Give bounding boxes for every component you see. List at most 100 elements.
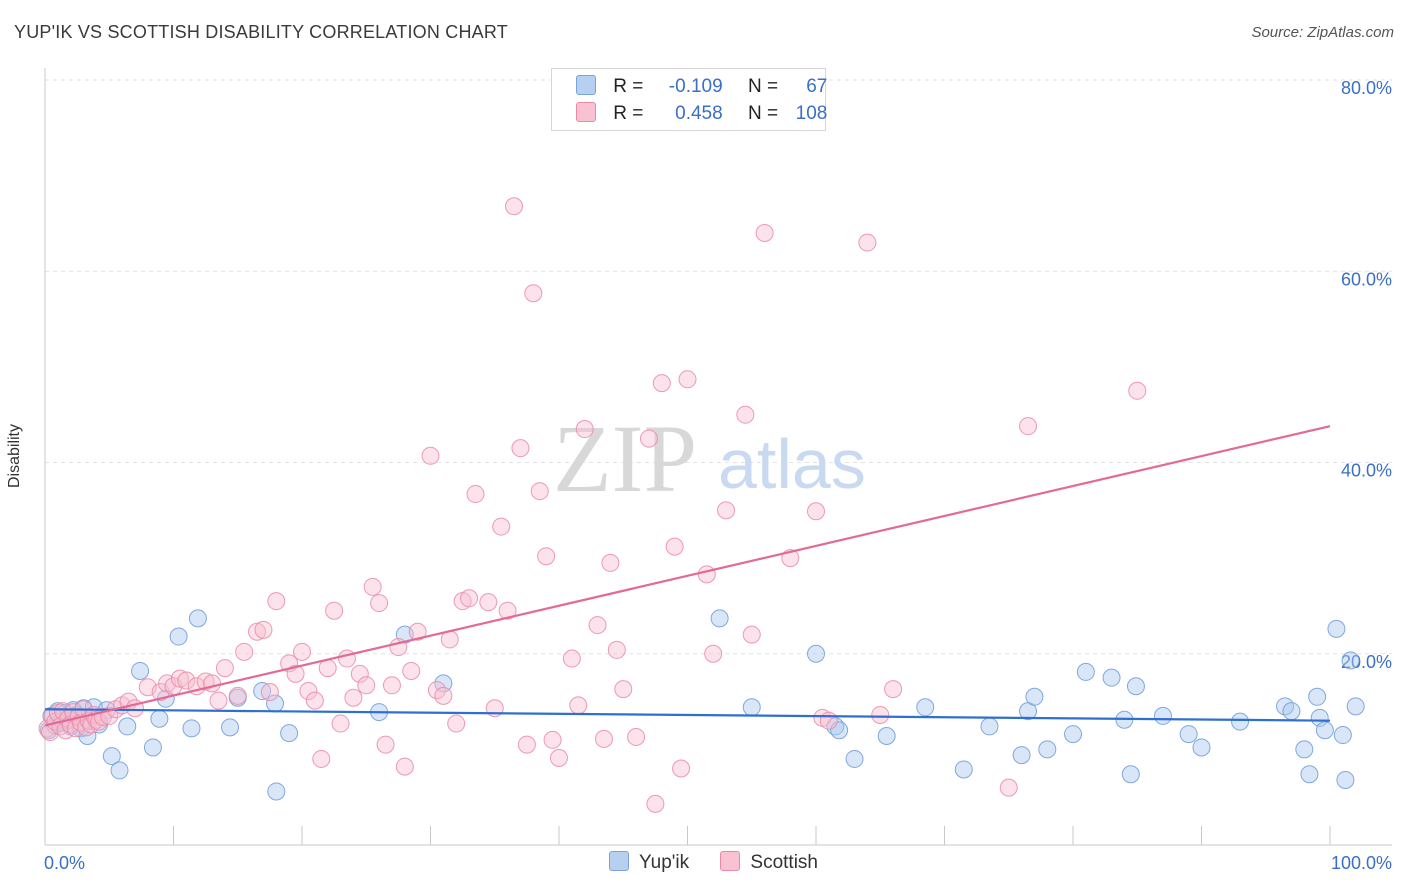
y-tick-label-0: 20.0% (1341, 652, 1392, 672)
scottish-point-52 (331, 714, 350, 733)
scottish-point-34 (196, 672, 215, 691)
scottish-point-90 (601, 553, 620, 572)
scottish-point-72 (466, 485, 485, 504)
scottish-point-91 (607, 640, 626, 659)
yupik-point-70 (1346, 697, 1365, 716)
scottish-point-63 (402, 661, 421, 680)
yupik-swatch (576, 75, 596, 95)
scottish-point-115 (1128, 381, 1147, 400)
source-credit: Source: ZipAtlas.com (1251, 24, 1394, 41)
yupik-point-35 (710, 609, 729, 628)
scottish-point-82 (537, 547, 556, 566)
scottish-point-50 (318, 659, 337, 678)
legend-item-yupik[interactable]: Yup'ik (609, 851, 689, 874)
scottish-point-114 (1019, 417, 1038, 436)
scottish-point-89 (594, 729, 613, 748)
yupik-point-54 (1126, 677, 1145, 696)
scottish-point-87 (575, 420, 594, 439)
scottish-point-64 (408, 622, 427, 641)
yupik-point-45 (1012, 746, 1031, 765)
yupik-trendline (44, 708, 1331, 722)
r-value-yupik: -0.109 (668, 76, 723, 97)
scottish-point-48 (305, 691, 324, 710)
scottish-point-53 (337, 649, 356, 668)
scottish-point-39 (235, 642, 254, 661)
yupik-point-42 (916, 698, 935, 717)
yupik-point-63 (1308, 687, 1327, 706)
scottish-point-78 (511, 439, 530, 458)
n-label: N = (747, 76, 779, 97)
scottish-point-107 (807, 502, 825, 521)
scottish-point-85 (562, 649, 581, 668)
r-value-scottish: 0.458 (675, 103, 723, 124)
scottish-point-67 (434, 686, 453, 705)
yupik-point-34 (434, 674, 453, 693)
n-value-yupik: 67 (806, 76, 828, 97)
scottish-point-95 (646, 794, 665, 813)
legend-label-yupik: Yup'ik (639, 852, 690, 873)
yupik-point-18 (118, 717, 137, 736)
scottish-point-94 (639, 429, 658, 448)
watermark: ZIP atlas (553, 405, 866, 512)
x-tick-labels: 0.0% 100.0% (44, 853, 1392, 873)
yupik-point-67 (1333, 726, 1352, 745)
scottish-point-77 (505, 197, 524, 216)
yupik-point-30 (267, 782, 286, 801)
yupik-points (39, 609, 1365, 801)
scottish-point-58 (370, 594, 389, 613)
yupik-point-26 (221, 718, 240, 737)
yupik-point-10 (71, 719, 90, 738)
scottish-point-56 (357, 676, 376, 695)
scottish-point-32 (177, 671, 196, 690)
yupik-point-68 (1336, 770, 1355, 789)
scottish-point-76 (498, 601, 517, 620)
yupik-point-69 (1341, 651, 1360, 670)
scottish-point-110 (858, 233, 877, 252)
legend-item-scottish[interactable]: Scottish (720, 851, 818, 874)
r-label: R = (613, 76, 644, 97)
yupik-swatch (609, 851, 629, 871)
y-tick-label-2: 60.0% (1341, 269, 1392, 289)
scottish-point-98 (672, 759, 691, 778)
scottish-point-73 (479, 593, 498, 612)
chart-title: YUP'IK VS SCOTTISH DISABILITY CORRELATIO… (14, 22, 508, 42)
scottish-point-36 (209, 691, 228, 710)
scottish-swatch (576, 102, 596, 122)
scottish-swatch (720, 851, 741, 871)
scottish-point-100 (697, 565, 716, 584)
yupik-point-25 (188, 609, 207, 628)
y-tick-label-1: 40.0% (1341, 461, 1392, 481)
x-tick-label-1: 100.0% (1331, 853, 1392, 873)
yupik-point-36 (742, 698, 761, 717)
yupik-point-47 (1025, 687, 1044, 706)
scottish-point-109 (819, 711, 838, 730)
yupik-point-61 (1295, 740, 1314, 759)
yupik-point-44 (980, 717, 999, 736)
scottish-point-101 (704, 644, 723, 663)
correlation-legend: R = -0.109 N = 67 R = 0.458 N = 108 (551, 68, 828, 131)
watermark-zip: ZIP (553, 405, 697, 512)
trendlines (44, 425, 1331, 727)
scottish-point-97 (665, 537, 684, 556)
scottish-point-42 (260, 683, 279, 701)
scottish-point-57 (363, 577, 382, 596)
scottish-point-51 (325, 601, 344, 620)
scottish-point-69 (447, 714, 466, 733)
scottish-point-103 (736, 405, 755, 424)
yupik-point-23 (169, 627, 188, 646)
yupik-point-62 (1300, 765, 1319, 784)
scottish-point-37 (215, 659, 234, 678)
scottish-point-99 (678, 370, 697, 389)
n-value-scottish: 108 (795, 103, 828, 124)
scottish-point-40 (248, 622, 267, 641)
scottish-point-104 (742, 625, 761, 644)
scottish-point-55 (350, 664, 369, 683)
yupik-point-28 (253, 682, 272, 701)
scottish-point-41 (254, 620, 273, 639)
scottish-point-54 (344, 688, 363, 707)
legend-row-yupik: R = -0.109 N = 67 (576, 75, 827, 99)
scottish-point-111 (871, 705, 890, 724)
gridlines (45, 79, 1392, 655)
yupik-point-49 (1064, 725, 1082, 744)
